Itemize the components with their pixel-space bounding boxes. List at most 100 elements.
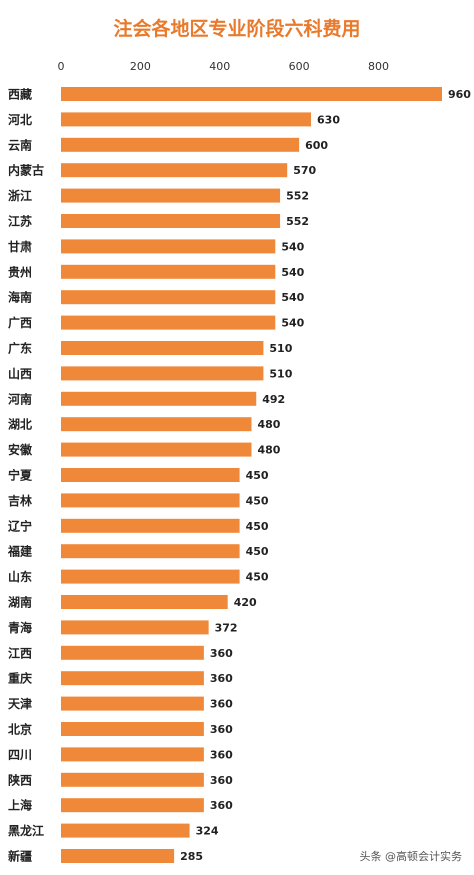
value-label: 360 — [210, 774, 233, 787]
category-label: 天津 — [8, 696, 32, 711]
category-labels: 西藏河北云南内蒙古浙江江苏甘肃贵州海南广西广东山西河南湖北安徽宁夏吉林辽宁福建山… — [7, 87, 44, 864]
bar — [61, 315, 276, 330]
category-label: 浙江 — [8, 188, 32, 203]
bar — [61, 290, 276, 305]
value-label: 540 — [281, 240, 304, 253]
value-label: 324 — [196, 825, 219, 838]
value-label: 360 — [210, 748, 233, 761]
x-tick-label: 400 — [209, 60, 230, 73]
value-label: 510 — [269, 342, 292, 355]
value-label: 510 — [269, 367, 292, 380]
bar — [61, 747, 204, 762]
category-label: 云南 — [8, 137, 32, 152]
value-label: 360 — [210, 799, 233, 812]
bar — [61, 214, 281, 228]
value-label: 630 — [317, 113, 340, 126]
category-label: 西藏 — [8, 87, 32, 102]
category-label: 湖北 — [8, 417, 32, 432]
value-label: 570 — [293, 164, 316, 177]
bar — [61, 442, 252, 457]
category-label: 吉林 — [8, 493, 32, 508]
value-label: 540 — [281, 266, 304, 279]
value-label: 450 — [246, 571, 269, 584]
bar — [61, 823, 190, 838]
value-label: 360 — [210, 698, 233, 711]
bar — [61, 620, 209, 635]
bar — [61, 518, 240, 533]
bar — [61, 645, 204, 660]
value-label: 372 — [215, 621, 238, 634]
category-label: 四川 — [8, 748, 32, 762]
bar — [61, 417, 252, 432]
category-label: 河南 — [7, 391, 32, 406]
bar — [61, 264, 276, 279]
x-tick-label: 200 — [130, 60, 151, 73]
value-label: 552 — [286, 190, 309, 203]
value-labels: 960 630 600 570 552 552 540 540 540 540 510 510 492 4… — [180, 88, 471, 863]
category-label: 福建 — [7, 544, 33, 559]
category-label: 上海 — [8, 798, 32, 813]
bar — [61, 671, 204, 686]
category-label: 甘肃 — [8, 239, 32, 254]
value-label: 360 — [210, 723, 233, 736]
bars — [61, 87, 442, 863]
category-label: 北京 — [8, 722, 32, 737]
bar — [61, 112, 312, 127]
bar — [61, 341, 264, 355]
value-label: 552 — [286, 215, 309, 228]
value-label: 540 — [281, 291, 304, 304]
bar — [61, 188, 281, 203]
bar — [61, 163, 288, 178]
category-label: 辽宁 — [8, 518, 32, 533]
bar — [61, 569, 240, 584]
category-label: 山东 — [8, 569, 32, 584]
category-label: 江苏 — [8, 214, 32, 229]
bar — [61, 87, 442, 101]
value-label: 540 — [281, 317, 304, 330]
category-label: 广西 — [8, 315, 32, 330]
category-label: 广东 — [8, 341, 32, 356]
category-label: 内蒙古 — [8, 163, 44, 178]
category-label: 安徽 — [8, 442, 33, 457]
value-label: 600 — [305, 139, 328, 152]
category-label: 黑龙江 — [8, 823, 44, 838]
value-label: 450 — [246, 520, 269, 533]
bar — [61, 849, 175, 863]
value-label: 450 — [246, 469, 269, 482]
x-axis: 0 200 400 600 800 — [58, 60, 390, 73]
bar — [61, 798, 204, 813]
category-label: 湖南 — [8, 595, 32, 610]
bar — [61, 493, 240, 508]
value-label: 960 — [448, 88, 471, 101]
bar — [61, 468, 240, 482]
value-label: 285 — [180, 850, 203, 863]
value-label: 480 — [258, 418, 281, 431]
watermark: 头条 @高顿会计实务 — [355, 847, 466, 865]
bar — [61, 772, 204, 787]
category-label: 河北 — [7, 112, 32, 127]
bar — [61, 595, 228, 609]
value-label: 450 — [246, 545, 269, 558]
category-label: 贵州 — [8, 264, 32, 279]
category-label: 新疆 — [8, 849, 32, 864]
category-label: 宁夏 — [8, 468, 33, 483]
bar — [61, 239, 276, 254]
x-tick-label: 0 — [58, 60, 65, 73]
value-label: 420 — [234, 596, 257, 609]
category-label: 青海 — [8, 620, 32, 635]
value-label: 450 — [246, 494, 269, 507]
value-label: 360 — [210, 672, 233, 685]
bar — [61, 544, 240, 559]
category-label: 陕西 — [8, 772, 32, 787]
category-label: 海南 — [8, 290, 32, 305]
value-label: 480 — [258, 444, 281, 457]
x-tick-label: 600 — [289, 60, 310, 73]
bar — [61, 137, 300, 152]
bar — [61, 696, 204, 711]
value-label: 360 — [210, 647, 233, 660]
category-label: 山西 — [8, 366, 32, 381]
category-label: 江西 — [8, 645, 32, 660]
chart-title: 注会各地区专业阶段六科费用 — [113, 17, 360, 40]
bar — [61, 722, 204, 736]
